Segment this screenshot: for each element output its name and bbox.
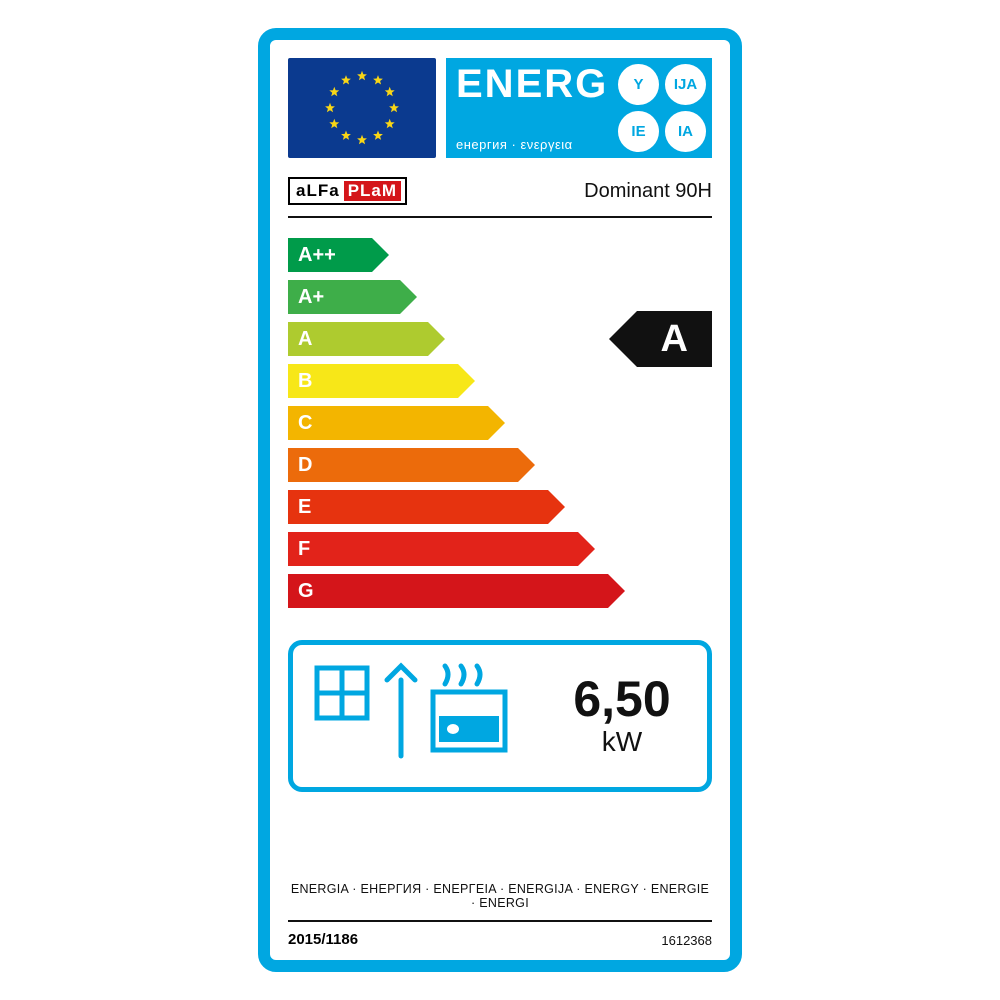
power-value-block: 6,50 kW (537, 645, 707, 787)
efficiency-bar-label: D (298, 454, 312, 477)
energ-block: ENERG енергия · ενεργεια Y IJA IE IA (446, 58, 712, 158)
lang-circle: IE (618, 111, 659, 152)
efficiency-bar-label: A++ (298, 244, 336, 267)
brand-part2: PLaM (344, 181, 401, 201)
brand-logo: aLFa PLaM (288, 177, 407, 205)
divider (288, 920, 712, 922)
efficiency-bar-label: B (298, 370, 312, 393)
rating-arrow: A (609, 311, 712, 367)
efficiency-bar: G (288, 574, 608, 608)
power-value: 6,50 (573, 674, 670, 724)
efficiency-bar: F (288, 532, 578, 566)
header: ENERG енергия · ενεργεια Y IJA IE IA (288, 58, 712, 158)
footer-words: ENERGIA · ЕНЕРГИЯ · ΕΝΕΡΓΕΙΑ · ENERGIJA … (288, 882, 712, 910)
efficiency-bar: A+ (288, 280, 400, 314)
eu-flag-icon (288, 58, 436, 158)
lang-circles: Y IJA IE IA (618, 64, 706, 152)
efficiency-bar-label: C (298, 412, 312, 435)
lang-circle: IA (665, 111, 706, 152)
divider (288, 216, 712, 218)
model-name: Dominant 90H (584, 180, 712, 203)
energ-title: ENERG (456, 62, 608, 107)
efficiency-bar-label: F (298, 538, 310, 561)
efficiency-bar-label: G (298, 580, 314, 603)
brand-part1: aLFa (294, 181, 342, 201)
regulation-number: 2015/1186 (288, 931, 358, 948)
efficiency-bar: D (288, 448, 518, 482)
heater-icon (293, 645, 537, 787)
energy-label: ENERG енергия · ενεργεια Y IJA IE IA aLF… (258, 28, 742, 972)
brand-row: aLFa PLaM Dominant 90H (288, 174, 712, 208)
lang-circle: IJA (665, 64, 706, 105)
canvas: ENERG енергия · ενεργεια Y IJA IE IA aLF… (0, 0, 1000, 1000)
product-code: 1612368 (661, 933, 712, 948)
lang-circle: Y (618, 64, 659, 105)
energ-subtitle: енергия · ενεργεια (456, 137, 573, 152)
rating-value: A (637, 311, 712, 367)
power-unit: kW (602, 726, 642, 758)
efficiency-bar: A (288, 322, 428, 356)
efficiency-bar-label: A (298, 328, 312, 351)
efficiency-bar-label: A+ (298, 286, 324, 309)
efficiency-chart: A++A+ABCDEFG (288, 238, 718, 618)
efficiency-bar: A++ (288, 238, 372, 272)
efficiency-bar: E (288, 490, 548, 524)
efficiency-bar: C (288, 406, 488, 440)
power-box: 6,50 kW (288, 640, 712, 792)
efficiency-bar-label: E (298, 496, 311, 519)
efficiency-bar: B (288, 364, 458, 398)
